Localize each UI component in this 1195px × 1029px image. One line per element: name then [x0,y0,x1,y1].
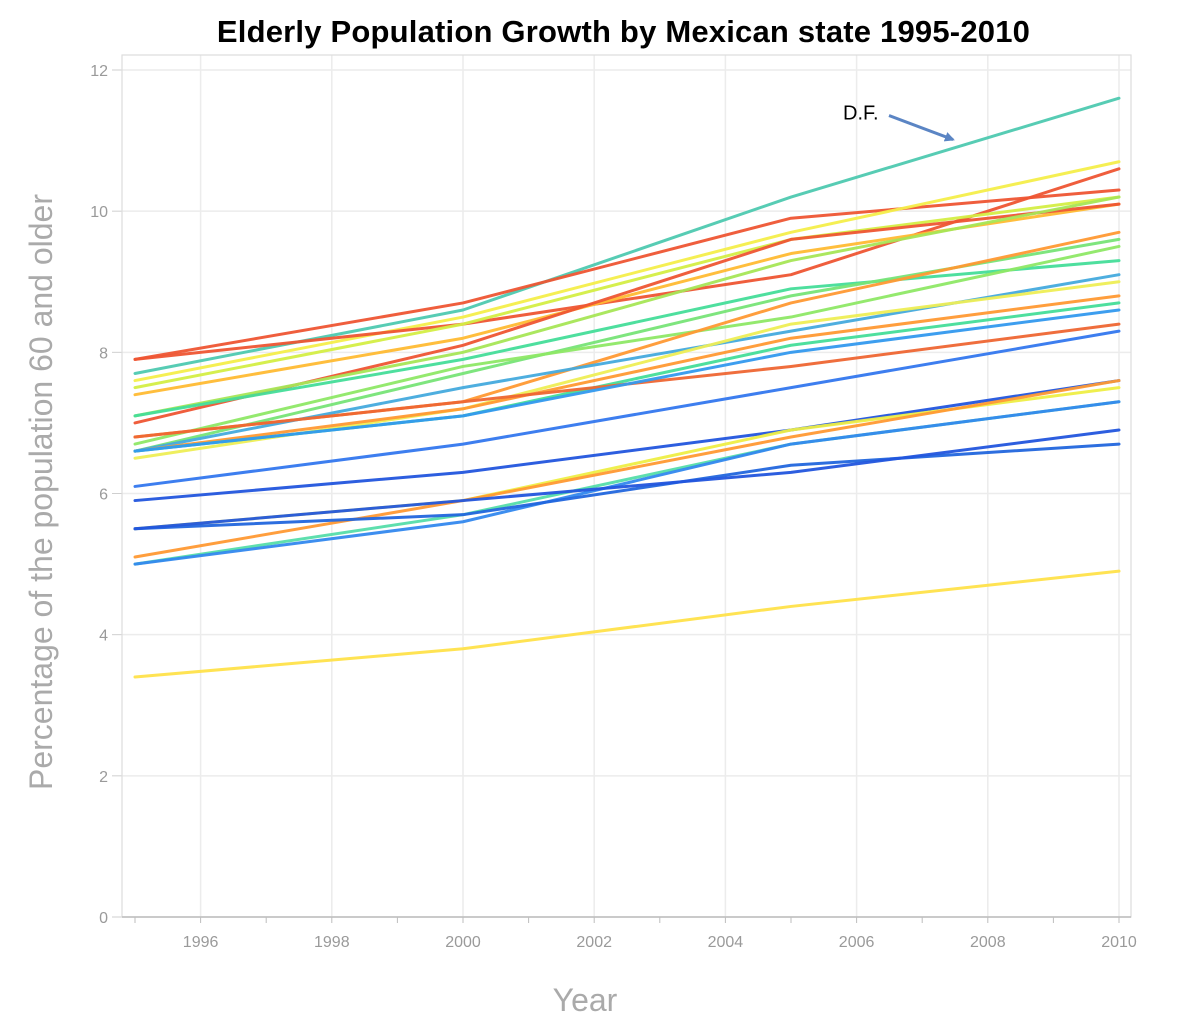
series-line-19 [133,329,1121,488]
annotation-label: D.F. [843,103,879,125]
x-tick-label: 2004 [708,934,744,951]
axes [112,54,1132,923]
x-tick-label: 2002 [576,934,612,951]
series-line-27 [133,569,1121,679]
series-line-20 [133,379,1121,503]
series-line-11 [133,244,1121,446]
y-axis-title: Percentage of the population 60 and olde… [23,194,59,790]
series-line-26 [133,428,1121,531]
series-line-9 [133,259,1121,418]
y-tick-label: 0 [99,910,108,927]
y-tick-label: 12 [90,63,108,80]
y-tick-label: 6 [99,487,108,504]
series-line-18 [133,308,1121,453]
series-line-5 [133,195,1121,390]
y-tick-label: 10 [90,204,108,221]
series-line-22 [133,379,1121,559]
series-line-8 [133,195,1121,418]
series-line-25 [133,442,1121,531]
y-tick-label: 2 [99,769,108,786]
annotation-arrow [888,114,955,142]
series-line-1 [133,96,1121,376]
annotations: D.F. [843,103,955,142]
series-line-2 [133,188,1121,361]
x-tick-label: 2006 [839,934,875,951]
chart-title: Elderly Population Growth by Mexican sta… [216,14,1031,49]
x-tick-label: 2010 [1101,934,1137,951]
x-axis-title: Year [553,982,618,1018]
tick-labels: 0 2 4 6 8 10 12 1996 1998 2000 2002 2004 2006 2008 201… [90,63,1137,951]
series-lines [133,96,1121,679]
x-tick-label: 2008 [970,934,1006,951]
series-line-15 [133,294,1121,453]
y-tick-label: 4 [99,628,108,645]
series-line-3 [133,160,1121,383]
y-tick-label: 8 [99,345,108,362]
x-tick-label: 2000 [445,934,481,951]
x-tick-label: 1998 [314,934,350,951]
x-tick-label: 1996 [183,934,219,951]
series-line-24 [133,400,1121,566]
